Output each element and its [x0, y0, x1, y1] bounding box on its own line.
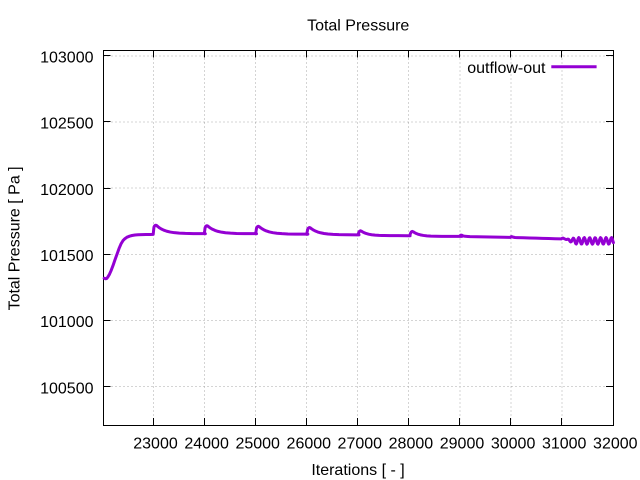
svg-text:28000: 28000	[389, 435, 434, 452]
svg-text:101000: 101000	[40, 314, 93, 331]
svg-text:27000: 27000	[338, 435, 383, 452]
svg-text:Total Pressure [ Pa ]: Total Pressure [ Pa ]	[7, 166, 24, 310]
svg-text:31000: 31000	[542, 435, 587, 452]
svg-text:26000: 26000	[287, 435, 332, 452]
svg-text:102500: 102500	[40, 116, 93, 133]
svg-text:23000: 23000	[133, 435, 178, 452]
svg-text:Total Pressure: Total Pressure	[307, 18, 409, 35]
svg-text:24000: 24000	[184, 435, 229, 452]
svg-text:29000: 29000	[440, 435, 485, 452]
svg-text:32000: 32000	[593, 435, 638, 452]
svg-text:103000: 103000	[40, 50, 93, 67]
svg-text:30000: 30000	[491, 435, 536, 452]
svg-text:25000: 25000	[235, 435, 280, 452]
svg-text:Iterations [ - ]: Iterations [ - ]	[311, 462, 404, 479]
svg-text:102000: 102000	[40, 182, 93, 199]
svg-text:100500: 100500	[40, 380, 93, 397]
svg-text:101500: 101500	[40, 248, 93, 265]
svg-text:outflow-out: outflow-out	[467, 60, 546, 77]
